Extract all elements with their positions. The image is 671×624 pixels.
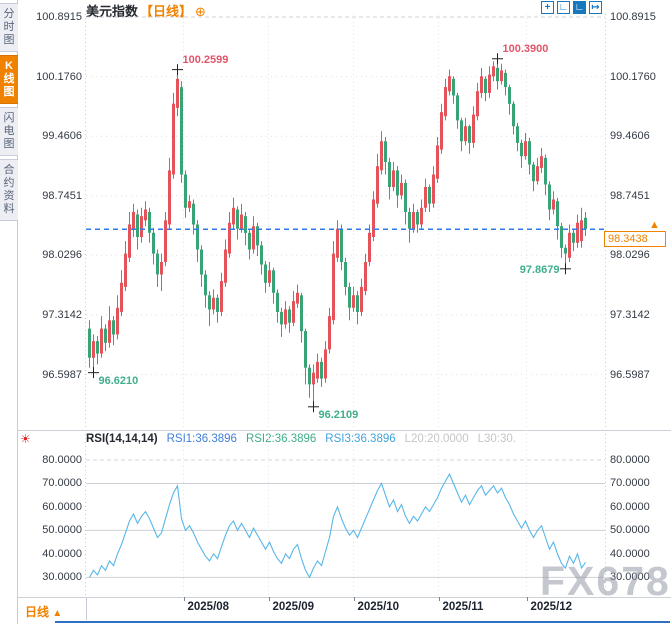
price-annotation: 100.2599: [182, 53, 229, 66]
date-axis-tick: 2025/12: [530, 601, 573, 613]
period-tag: 【日线】: [140, 4, 193, 19]
rsi2-value: RSI2:36.3896: [245, 433, 317, 445]
date-axis-tick: 2025/09: [272, 601, 315, 613]
price-axis-tick-left: 98.0296: [42, 249, 82, 262]
axis-zoom-icon[interactable]: ∟: [557, 1, 570, 14]
tab-timeshare-chart[interactable]: 分时图: [0, 3, 18, 52]
add-indicator-icon[interactable]: ⊕: [195, 4, 206, 19]
rsi-axis-tick-right: 50.0000: [610, 524, 650, 537]
rsi-axis-tick-left: 60.0000: [42, 500, 82, 513]
rsi-axis-tick-left: 40.0000: [42, 547, 82, 560]
rsi-axis-tick-left: 80.0000: [42, 454, 82, 466]
rsi-axis-tick-right: 60.0000: [610, 500, 650, 513]
rsi-l30-value: L30:30.: [477, 433, 516, 445]
rsi-axis-tick-right: 80.0000: [610, 454, 650, 466]
rsi-axis-tick-left: 70.0000: [42, 477, 82, 490]
date-tick-mark: [353, 597, 355, 601]
tab-candlestick-chart[interactable]: K线图: [0, 55, 18, 104]
price-annotation: 96.6210: [98, 374, 139, 387]
current-price-arrow-icon: ▲: [649, 219, 660, 231]
price-axis-tick-left: 100.1760: [36, 70, 82, 83]
price-axis-tick-left: 98.7451: [42, 189, 82, 202]
range-scrollbar-thumb[interactable]: [55, 621, 670, 623]
price-annotation: 97.8679: [519, 263, 560, 276]
rsi3-value: RSI3:36.3896: [325, 433, 396, 445]
price-axis-tick-right: 96.5987: [610, 368, 650, 381]
symbol-name: 美元指数: [86, 4, 139, 19]
date-axis-tick: 2025/11: [442, 601, 484, 613]
crosshair-icon[interactable]: +: [541, 1, 554, 14]
date-tick-mark: [526, 597, 528, 601]
tab-contract-info[interactable]: 合约资料: [0, 159, 18, 221]
date-tick-mark: [268, 597, 270, 601]
indicator-settings-icon[interactable]: ☀: [20, 432, 31, 446]
price-axis-tick-right: 97.3142: [610, 308, 650, 321]
rsi-l20-value: L20:20.0000: [404, 433, 469, 445]
rsi-axis-tick-right: 40.0000: [610, 547, 650, 560]
xaxis-divider: [18, 597, 671, 598]
price-axis-tick-right: 98.7451: [610, 189, 650, 202]
date-tick-mark: [183, 597, 185, 601]
date-axis-tick: 2025/10: [357, 601, 400, 613]
exit-chart-icon[interactable]: ↦: [589, 1, 602, 14]
tab-lightning-chart[interactable]: 闪电图: [0, 107, 18, 156]
bottom-separator: [86, 598, 87, 620]
price-annotation: 100.3900: [502, 42, 549, 55]
price-axis-tick-left: 96.5987: [42, 368, 82, 381]
date-tick-mark: [438, 597, 440, 601]
date-axis-tick: 2025/08: [187, 601, 230, 613]
rsi-axis-tick-left: 30.0000: [42, 571, 82, 584]
price-axis-tick-right: 98.0296: [610, 249, 650, 262]
price-axis-tick-right: 99.4606: [610, 130, 650, 143]
rsi-header: RSI(14,14,14) RSI1:36.3896 RSI2:36.3896 RSI…: [86, 433, 525, 445]
axis-pan-icon[interactable]: ∟: [573, 1, 586, 14]
rsi1-value: RSI1:36.3896: [166, 433, 237, 445]
price-axis-tick-left: 100.8915: [36, 11, 82, 23]
price-axis-tick-left: 99.4606: [42, 130, 82, 143]
price-axis-tick-right: 100.8915: [610, 11, 656, 23]
rsi-axis-tick-right: 70.0000: [610, 477, 650, 490]
rsi-axis-tick-left: 50.0000: [42, 524, 82, 537]
chart-toolbar: + ∟ ∟ ↦: [541, 1, 602, 14]
period-dropdown-icon: ▲: [52, 608, 63, 619]
chart-title: 美元指数 【日线】 ⊕: [86, 1, 206, 20]
panel-divider: [18, 430, 671, 431]
price-axis-tick-right: 100.1760: [610, 70, 656, 83]
current-price-label: 98.3438: [604, 231, 666, 247]
chart-type-tabstrip: 分时图 K线图 闪电图 合约资料: [0, 0, 18, 624]
period-selector[interactable]: 日线 ▲: [25, 605, 63, 619]
price-axis-tick-left: 97.3142: [42, 308, 82, 321]
rsi-title: RSI(14,14,14): [86, 433, 158, 445]
price-annotation: 96.2109: [318, 408, 359, 421]
rsi-axis-tick-right: 30.0000: [610, 571, 650, 584]
